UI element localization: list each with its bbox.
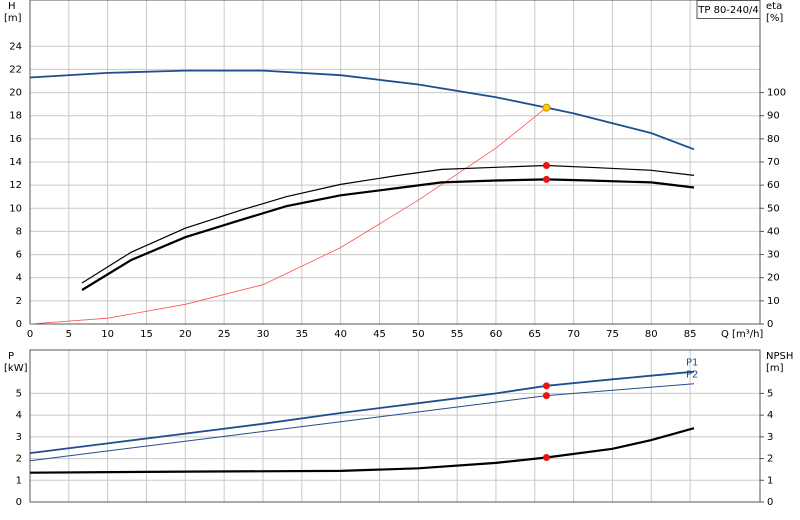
y2-tick-label: 10	[767, 296, 780, 307]
x-tick-label: 15	[140, 329, 153, 340]
y-tick-label: 12	[9, 180, 22, 191]
y-tick-label: 10	[9, 203, 22, 214]
y2-tick-label: 90	[767, 111, 780, 122]
curve	[29, 383, 695, 462]
x-tick-label: 10	[101, 329, 114, 340]
y-tick-label: 0	[16, 319, 22, 330]
curve	[29, 427, 695, 474]
curve	[81, 178, 695, 291]
x-tick-label: 70	[567, 329, 580, 340]
y2-tick-label: 50	[767, 203, 780, 214]
y2-tick-label: 0	[767, 497, 773, 508]
chart-title: TP 80-240/4	[697, 5, 758, 16]
operating-point	[542, 382, 550, 390]
y-tick-label: 2	[16, 454, 22, 465]
y2-tick-label: 20	[767, 273, 780, 284]
y2-axis-label: eta	[766, 1, 782, 12]
y2-tick-label: 2	[767, 454, 773, 465]
y-tick-label: 24	[9, 41, 22, 52]
y-tick-label: 3	[16, 432, 22, 443]
y2-tick-label: 0	[767, 319, 773, 330]
legend-label: P2	[686, 370, 698, 381]
operating-point	[542, 175, 550, 183]
curve	[29, 69, 695, 151]
y2-tick-label: 1	[767, 475, 773, 486]
y-tick-label: 6	[16, 250, 22, 261]
x-tick-label: 5	[66, 329, 72, 340]
x-tick-label: 20	[179, 329, 192, 340]
y-tick-label: 0	[16, 497, 22, 508]
y-tick-label: 22	[9, 64, 22, 75]
operating-point	[542, 103, 551, 112]
y-tick-label: 16	[9, 134, 22, 145]
y-tick-label: 1	[16, 475, 22, 486]
x-tick-label: 60	[490, 329, 503, 340]
x-axis-label: Q [m³/h]	[721, 329, 763, 340]
y-tick-label: 5	[16, 388, 22, 399]
y-tick-label: 4	[16, 410, 22, 421]
x-tick-label: 75	[606, 329, 619, 340]
y-tick-label: 14	[9, 157, 22, 168]
y-tick-label: 4	[16, 273, 22, 284]
y-axis-unit: [m]	[4, 13, 22, 24]
y2-axis-unit: [m]	[766, 363, 784, 374]
legend-label: P1	[686, 358, 698, 369]
x-tick-label: 55	[451, 329, 464, 340]
y2-tick-label: 70	[767, 157, 780, 168]
x-tick-label: 30	[257, 329, 270, 340]
y2-axis-label: NPSH	[766, 351, 793, 362]
operating-point	[542, 392, 550, 400]
x-tick-label: 80	[645, 329, 658, 340]
operating-point	[542, 453, 550, 461]
plot-area	[30, 350, 760, 502]
x-tick-label: 45	[373, 329, 386, 340]
y2-tick-label: 60	[767, 180, 780, 191]
x-tick-label: 0	[27, 329, 33, 340]
y2-tick-label: 4	[767, 410, 773, 421]
y2-tick-label: 5	[767, 388, 773, 399]
y-axis-unit: [kW]	[4, 363, 28, 374]
x-tick-label: 35	[295, 329, 308, 340]
y2-tick-label: 3	[767, 432, 773, 443]
y-tick-label: 20	[9, 88, 22, 99]
y2-axis-unit: [%]	[766, 13, 783, 24]
y-tick-label: 8	[16, 226, 22, 237]
y-axis-label: P	[8, 351, 14, 362]
plot-frame	[29, 349, 761, 503]
y2-tick-label: 100	[767, 88, 786, 99]
y-tick-label: 2	[16, 296, 22, 307]
x-tick-label: 40	[334, 329, 347, 340]
y-axis-label: H	[8, 1, 16, 12]
title-box	[696, 0, 761, 19]
curve	[29, 370, 695, 454]
operating-point	[542, 161, 550, 169]
y2-tick-label: 30	[767, 250, 780, 261]
x-tick-label: 25	[218, 329, 231, 340]
plot-frame	[29, 0, 761, 325]
curve	[29, 107, 547, 325]
y2-tick-label: 80	[767, 134, 780, 145]
x-tick-label: 65	[528, 329, 541, 340]
curve	[81, 164, 695, 284]
x-tick-label: 50	[412, 329, 425, 340]
y2-tick-label: 40	[767, 226, 780, 237]
y-tick-label: 18	[9, 111, 22, 122]
x-tick-label: 85	[684, 329, 697, 340]
